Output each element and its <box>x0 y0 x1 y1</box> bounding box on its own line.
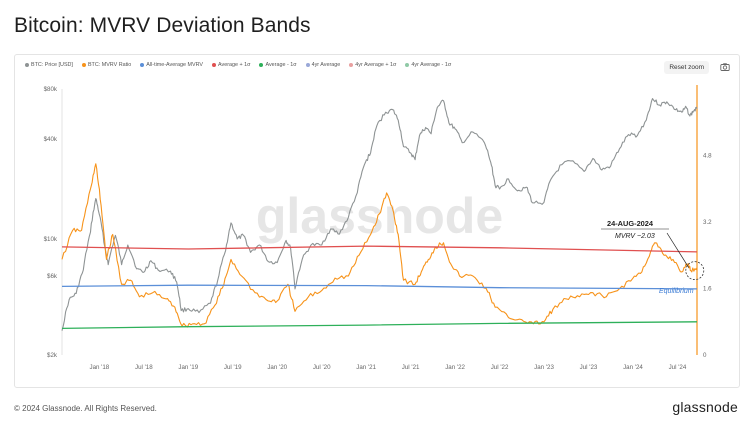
footer-copyright: © 2024 Glassnode. All Rights Reserved. <box>14 404 157 413</box>
series-line <box>61 321 698 330</box>
series-line <box>61 245 698 253</box>
legend-item[interactable]: 4yr Average <box>305 62 341 68</box>
legend-item[interactable]: 4yr Average + 1σ <box>349 62 396 68</box>
right-axis-tick-label: 0 <box>703 352 707 359</box>
legend-label: Average - 1σ <box>265 62 297 68</box>
footer-logo: glassnode <box>672 399 738 415</box>
legend-label: 4yr Average - 1σ <box>411 62 452 68</box>
legend-label: 4yr Average <box>311 62 341 68</box>
x-axis-tick-label: Jul '22 <box>491 364 509 371</box>
x-axis-tick-label: Jul '24 <box>669 364 687 371</box>
page-title: Bitcoin: MVRV Deviation Bands <box>14 14 311 37</box>
x-axis-tick-label: Jul '21 <box>402 364 420 371</box>
right-axis-tick-label: 1.6 <box>703 286 712 293</box>
legend-item[interactable]: Average + 1σ <box>212 62 250 68</box>
series-line <box>61 284 698 290</box>
legend-swatch <box>140 63 145 67</box>
left-axis-tick-label: $6k <box>47 273 58 280</box>
legend-item[interactable]: BTC: MVRV Ratio <box>81 62 132 68</box>
legend-item[interactable]: BTC: Price [USD] <box>25 62 73 68</box>
x-axis-tick-label: Jan '23 <box>534 364 554 371</box>
watermark: glassnode <box>256 188 503 244</box>
legend-label: BTC: Price [USD] <box>31 62 73 68</box>
legend-swatch <box>25 63 29 67</box>
legend-label: Average + 1σ <box>218 62 251 68</box>
x-axis-tick-label: Jan '22 <box>445 364 465 371</box>
x-axis-tick-label: Jul '23 <box>580 364 598 371</box>
camera-icon[interactable] <box>720 62 730 72</box>
annotation-mvrv: MVRV ~2.03 <box>615 233 655 240</box>
legend-label: BTC: MVRV Ratio <box>87 62 132 68</box>
x-axis-tick-label: Jul '18 <box>135 364 153 371</box>
legend-swatch <box>81 63 86 67</box>
annotation-arrow <box>666 232 690 268</box>
x-axis-tick-label: Jul '20 <box>313 364 331 371</box>
x-axis-tick-label: Jul '19 <box>224 364 242 371</box>
legend-label: All-time-Average MVRV <box>146 62 204 68</box>
legend-label: 4yr Average + 1σ <box>355 62 397 68</box>
x-axis-tick-label: Jan '20 <box>267 364 287 371</box>
right-axis-tick-label: 3.2 <box>703 219 712 226</box>
annotation-circle <box>685 261 705 281</box>
legend-swatch <box>212 63 217 67</box>
legend-item[interactable]: All-time-Average MVRV <box>140 62 203 68</box>
legend-swatch <box>405 63 410 67</box>
x-axis-tick-label: Jan '24 <box>623 364 643 371</box>
x-axis-tick-label: Jan '18 <box>89 364 109 371</box>
legend-item[interactable]: Average - 1σ <box>259 62 297 68</box>
chart-card: BTC: Price [USD] BTC: MVRV Ratio All-time-… <box>14 54 740 388</box>
legend-swatch <box>259 63 264 67</box>
right-axis-tick-label: 4.8 <box>703 153 712 160</box>
left-axis-tick-label: $10k <box>44 236 58 243</box>
legend: BTC: Price [USD] BTC: MVRV Ratio All-time-… <box>25 62 451 68</box>
legend-item[interactable]: 4yr Average - 1σ <box>405 62 451 68</box>
left-axis-tick-label: $40k <box>44 136 58 143</box>
chart-plot: $80k $40k $10k $6k $2k 4.8 3.2 1.6 0 Jan '18 Jul '… <box>44 85 712 371</box>
annotation-date: 24-AUG-2024 <box>607 219 654 228</box>
legend-swatch <box>305 63 310 67</box>
left-axis-tick-label: $80k <box>44 86 58 93</box>
left-axis-tick-label: $2k <box>47 352 58 359</box>
annotation-equilibrium: Equilibrium <box>659 288 694 295</box>
x-axis-tick-label: Jan '19 <box>178 364 198 371</box>
reset-zoom-button[interactable]: Reset zoom <box>664 61 709 74</box>
series-line <box>61 163 698 328</box>
x-axis-tick-label: Jan '21 <box>356 364 376 371</box>
series-line <box>61 98 698 331</box>
legend-swatch <box>349 63 354 67</box>
